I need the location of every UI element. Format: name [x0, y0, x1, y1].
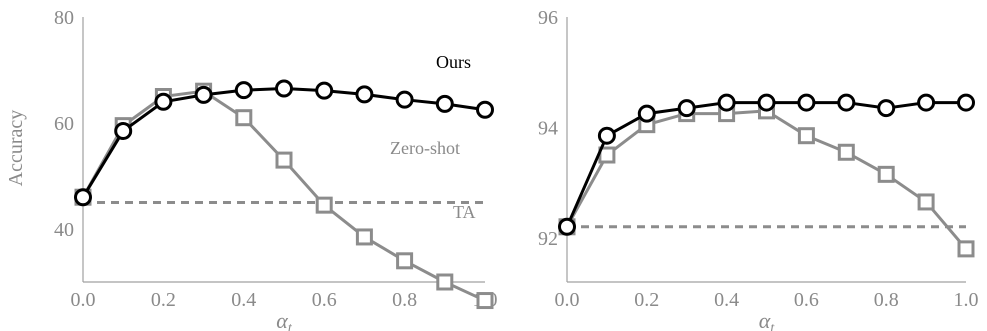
- y-tick-label: 96: [538, 7, 558, 29]
- ours-point: [194, 85, 213, 104]
- ours-point: [837, 93, 856, 112]
- ours-annotation: Ours: [436, 52, 471, 72]
- ours-point: [275, 79, 293, 98]
- y-tick-label: 40: [54, 219, 74, 241]
- ours-point: [917, 93, 936, 112]
- x-axis-label-subscript: t: [770, 321, 775, 331]
- y-tick-label: 92: [538, 228, 558, 250]
- ta-point: [436, 273, 454, 291]
- ta-point: [797, 127, 815, 145]
- ours-point: [355, 85, 374, 104]
- x-axis-label: αt: [759, 308, 776, 331]
- ours-point: [435, 94, 454, 113]
- ta-point: [235, 109, 253, 127]
- ta-point: [877, 165, 895, 183]
- y-tick-label: 94: [538, 117, 558, 139]
- ours-point: [154, 92, 173, 111]
- y-tick-label: 60: [54, 113, 74, 135]
- ours-point: [395, 90, 414, 109]
- ours-point: [757, 93, 776, 112]
- ta-point: [957, 240, 975, 258]
- ours-point: [877, 99, 896, 118]
- ours-series-line: [565, 101, 966, 228]
- ours-point: [637, 104, 656, 123]
- ours-point: [234, 81, 253, 100]
- zero-shot-annotation: Zero-shot: [390, 138, 460, 158]
- ta-annotation: TA: [453, 202, 476, 222]
- ours-point: [315, 81, 334, 100]
- y-tick-label: 80: [54, 7, 74, 29]
- x-tick-label: 0.2: [151, 289, 176, 311]
- ta-series-line: [81, 89, 486, 302]
- ta-point: [396, 252, 414, 270]
- x-tick-label: 0.8: [392, 289, 417, 311]
- ta-point: [315, 196, 333, 214]
- chart-panel-2: 0.0 0.2 0.4 0.6 0.8 1.0 92 94 96 αt: [538, 7, 979, 331]
- x-axis-label-subscript: t: [288, 321, 293, 331]
- ta-point: [837, 143, 855, 161]
- x-tick-label: 1.0: [954, 289, 979, 311]
- ours-point: [114, 121, 133, 140]
- ta-point: [275, 151, 293, 169]
- x-tick-label: 0.8: [874, 289, 899, 311]
- ta-point: [355, 228, 373, 246]
- ours-point: [476, 100, 494, 119]
- ours-point: [717, 93, 736, 112]
- ours-point: [677, 99, 696, 118]
- ours-point: [74, 188, 92, 207]
- x-tick-label: 0.6: [794, 289, 819, 311]
- x-tick-label: 0.4: [231, 289, 256, 311]
- x-axis-label: αt: [276, 308, 293, 331]
- ours-point: [797, 93, 816, 112]
- x-tick-label: 0.6: [312, 289, 337, 311]
- x-tick-label: 0.0: [71, 289, 96, 311]
- ta-point: [917, 193, 935, 211]
- chart-panel-1: 0.00.20.40.60.81.0406080αtAccuracyOursZe…: [5, 7, 498, 331]
- x-tick-label: 0.2: [634, 289, 659, 311]
- ours-point: [957, 93, 975, 112]
- ta-point: [476, 292, 494, 310]
- x-tick-label: 0.4: [714, 289, 739, 311]
- y-axis-label: Accuracy: [5, 110, 27, 187]
- x-tick-label: 0.0: [555, 289, 580, 311]
- ours-point: [597, 126, 616, 145]
- ours-point: [558, 217, 576, 236]
